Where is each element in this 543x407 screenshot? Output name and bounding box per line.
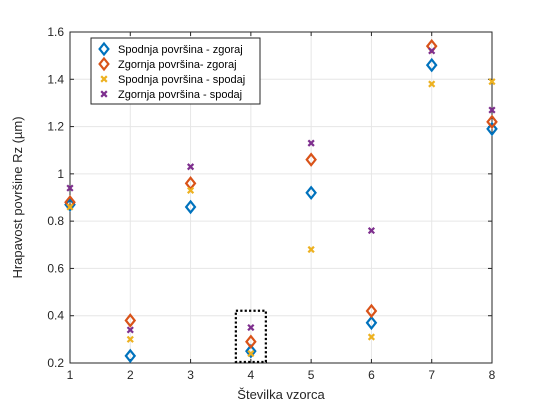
diamond-marker [245, 334, 257, 349]
legend-box [90, 37, 261, 105]
diamond-marker [184, 199, 197, 215]
x-tick-label: 5 [308, 368, 315, 382]
legend-label: Zgornja površina - spodaj [118, 89, 242, 101]
legend-label: Spodnja površina - zgoraj [118, 44, 243, 56]
axis-ticks: 1 2 3 4 5 6 7 8 0.2 0.4 0.6 0.8 1 1.2 1.4 1.6 [47, 25, 495, 382]
x-marker [488, 106, 496, 114]
x-marker [428, 47, 436, 55]
diamond-marker [486, 114, 498, 130]
y-tick-label: 0.6 [47, 261, 64, 275]
x-marker [367, 227, 376, 235]
data-points [64, 38, 498, 364]
x-tick-label: 2 [127, 368, 134, 382]
diamond-marker [98, 56, 110, 72]
y-axis-label: Hrapavost površine Rz (µm) [10, 116, 25, 278]
diamond-marker [425, 57, 438, 73]
diamond-marker [124, 348, 137, 364]
x-marker [247, 349, 255, 358]
y-tick-label: 1.2 [47, 120, 64, 134]
legend-label: Zgornja površina- zgoraj [118, 59, 237, 71]
y-tick-label: 0.8 [47, 214, 64, 228]
y-tick-label: 1.6 [47, 25, 64, 39]
x-marker [186, 163, 195, 171]
x-tick-label: 6 [368, 368, 375, 382]
x-marker [307, 139, 315, 147]
diamond-marker [245, 343, 257, 359]
diamond-marker [305, 152, 317, 167]
y-tick-label: 0.4 [47, 309, 64, 323]
x-marker [247, 323, 255, 332]
legend: Spodnja površina - zgoraj Zgornja površin… [90, 37, 261, 105]
x-marker [126, 326, 134, 334]
diamond-marker [184, 176, 197, 191]
x-marker [126, 335, 134, 343]
x-tick-label: 4 [248, 368, 255, 382]
x-marker [428, 80, 436, 88]
diamond-marker [365, 303, 378, 319]
x-tick-label: 1 [67, 368, 74, 382]
diamond-marker [365, 315, 378, 331]
diamond-marker [124, 313, 137, 328]
x-marker [100, 75, 108, 83]
highlight-box [234, 309, 267, 364]
diamond-marker [305, 185, 317, 201]
x-marker [66, 203, 74, 211]
x-marker [100, 90, 108, 98]
x-axis-label: Številka vzorca [237, 387, 325, 402]
diamond-marker [98, 41, 110, 57]
legend-label: Spodnja površina - spodaj [118, 74, 245, 86]
x-tick-label: 8 [489, 368, 496, 382]
x-marker [307, 245, 315, 254]
x-tick-label: 7 [428, 368, 435, 382]
x-marker [66, 184, 74, 192]
x-marker [186, 186, 195, 194]
x-marker [367, 333, 376, 341]
y-tick-label: 0.2 [47, 356, 64, 370]
y-tick-label: 1 [57, 167, 64, 181]
y-tick-label: 1.4 [47, 72, 64, 86]
x-tick-label: 3 [187, 368, 194, 382]
x-marker [488, 78, 496, 86]
diamond-marker [486, 121, 498, 137]
annotations [234, 309, 267, 364]
